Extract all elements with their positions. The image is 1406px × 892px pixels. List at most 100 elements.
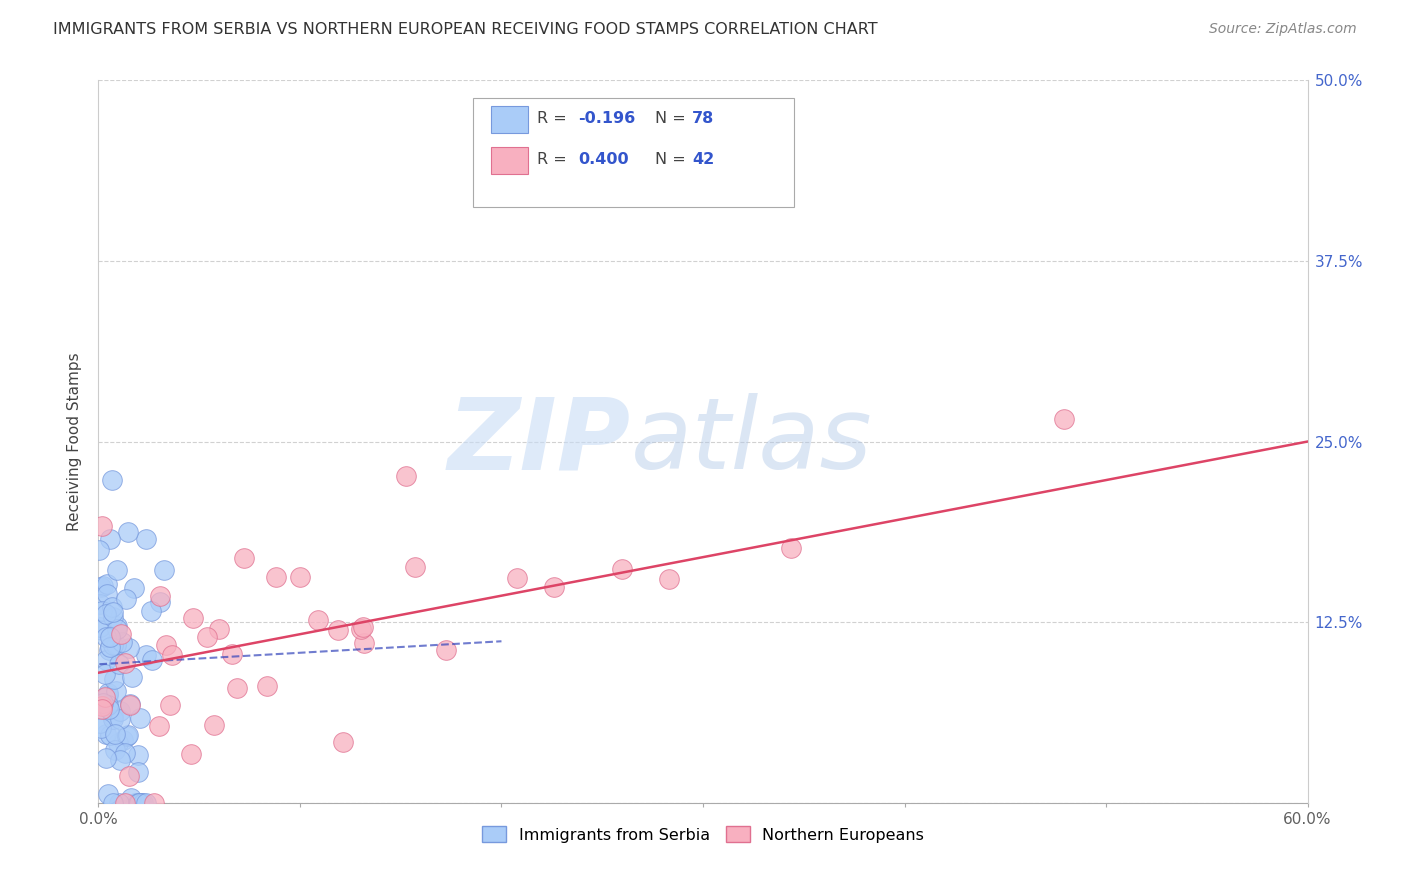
Text: 42: 42 (692, 153, 714, 168)
Point (108, 753, 131, 767)
Point (631, 160, 654, 174)
Text: R =: R = (537, 112, 572, 126)
Point (111, 635, 134, 649)
Point (104, 683, 127, 698)
Point (107, 796, 129, 810)
Point (100, 630, 122, 644)
Point (149, 594, 172, 608)
Point (127, 796, 149, 810)
Point (104, 638, 127, 652)
Point (180, 747, 202, 762)
Point (108, 712, 131, 726)
Text: -0.196: -0.196 (578, 112, 636, 126)
Point (128, 796, 150, 810)
Point (94, 607, 117, 621)
Text: 0.400: 0.400 (578, 153, 628, 168)
Text: R =: R = (537, 153, 572, 168)
Point (100, 728, 122, 742)
Point (96, 587, 118, 601)
Point (97, 702, 120, 716)
Y-axis label: Receiving Food Stamps: Receiving Food Stamps (67, 352, 83, 531)
Point (115, 729, 138, 743)
Point (181, 611, 204, 625)
Point (135, 648, 157, 663)
Point (97, 686, 120, 700)
Point (101, 796, 124, 810)
Point (96, 577, 118, 591)
Point (121, 671, 143, 685)
Point (118, 769, 141, 783)
FancyBboxPatch shape (492, 147, 527, 174)
Point (98, 533, 121, 547)
Point (350, 623, 373, 637)
Point (132, 796, 155, 810)
Point (120, 791, 142, 805)
Point (105, 563, 128, 577)
Point (208, 622, 231, 636)
Point (90, 604, 112, 618)
Point (780, 541, 803, 555)
Point (91, 699, 114, 714)
Point (152, 563, 174, 577)
Point (195, 630, 218, 644)
Text: N =: N = (655, 153, 690, 168)
Point (221, 647, 243, 661)
Point (101, 599, 124, 614)
Point (120, 698, 142, 712)
Point (94, 653, 117, 667)
Point (543, 580, 565, 594)
Text: ZIP: ZIP (447, 393, 630, 490)
Point (135, 532, 157, 546)
Point (129, 711, 152, 725)
Point (118, 641, 141, 656)
Point (91, 519, 114, 533)
Point (162, 648, 184, 662)
Point (131, 796, 153, 810)
Point (105, 619, 128, 633)
Point (90, 580, 112, 594)
Point (104, 743, 127, 757)
Point (91, 624, 114, 638)
Point (101, 473, 124, 487)
Point (127, 765, 149, 780)
Point (107, 736, 129, 750)
Point (89, 620, 111, 634)
Point (89, 597, 111, 611)
Point (98, 643, 121, 657)
Point (94, 630, 117, 644)
Point (97, 787, 120, 801)
Point (110, 626, 132, 640)
Point (1053, 411, 1076, 425)
Point (122, 581, 145, 595)
Point (117, 525, 139, 540)
Point (94, 666, 117, 681)
Point (117, 728, 139, 742)
Point (96, 727, 118, 741)
Point (103, 610, 125, 624)
Point (506, 571, 529, 585)
Point (135, 796, 157, 810)
Point (129, 796, 152, 810)
Point (101, 712, 124, 726)
Text: IMMIGRANTS FROM SERBIA VS NORTHERN EUROPEAN RECEIVING FOOD STAMPS CORRELATION CH: IMMIGRANTS FROM SERBIA VS NORTHERN EUROP… (53, 22, 879, 37)
Point (332, 735, 354, 749)
Point (108, 657, 131, 671)
Text: N =: N = (655, 112, 690, 126)
Point (159, 698, 181, 713)
Point (148, 719, 170, 733)
Point (610, 562, 633, 576)
Point (114, 796, 136, 810)
Point (89, 543, 111, 558)
Point (256, 680, 278, 694)
Point (307, 613, 329, 627)
Text: Source: ZipAtlas.com: Source: ZipAtlas.com (1209, 22, 1357, 37)
Point (142, 796, 165, 810)
Point (141, 604, 163, 618)
Point (89, 715, 111, 730)
Point (352, 620, 374, 634)
Point (264, 570, 287, 584)
Point (101, 605, 124, 619)
Point (353, 636, 375, 650)
Point (155, 638, 177, 652)
Text: atlas: atlas (630, 393, 872, 490)
